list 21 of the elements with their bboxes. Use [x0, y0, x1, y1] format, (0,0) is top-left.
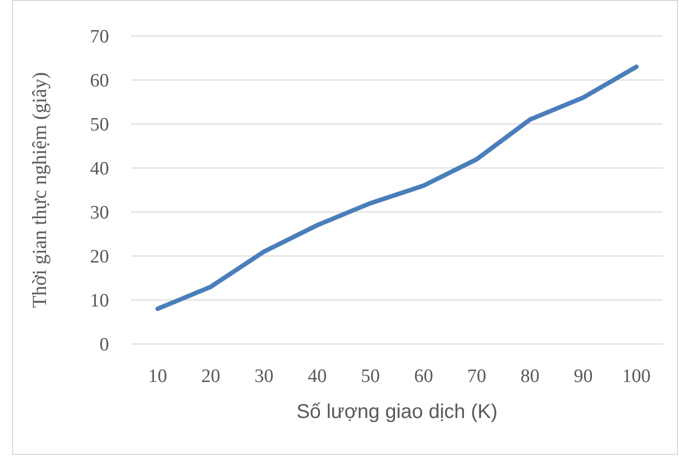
x-tick-label: 100 [622, 366, 651, 387]
x-tick-label: 40 [308, 366, 327, 387]
x-tick-label: 90 [574, 366, 593, 387]
x-axis-title: Số lượng giao dịch (K) [296, 401, 498, 423]
x-tick-label: 60 [414, 366, 434, 387]
y-tick-label: 10 [90, 290, 109, 312]
x-tick-label: 20 [201, 366, 220, 387]
x-tick-label: 30 [254, 366, 274, 387]
y-tick-label: 70 [90, 26, 109, 48]
y-tick-label: 40 [90, 158, 109, 180]
y-tick-label: 30 [90, 202, 109, 224]
line-series [155, 64, 639, 312]
x-tick-label: 70 [467, 366, 486, 387]
y-tick-label: 20 [90, 246, 109, 268]
y-axis-title: Thời gian thực nghiệm (giây) [29, 72, 51, 308]
x-tick-label: 80 [520, 366, 540, 387]
x-tick-label: 50 [360, 366, 380, 387]
y-tick-label: 0 [100, 334, 109, 356]
y-tick-label: 50 [90, 114, 109, 136]
y-tick-label: 60 [90, 70, 109, 92]
x-tick-label: 10 [148, 366, 168, 387]
